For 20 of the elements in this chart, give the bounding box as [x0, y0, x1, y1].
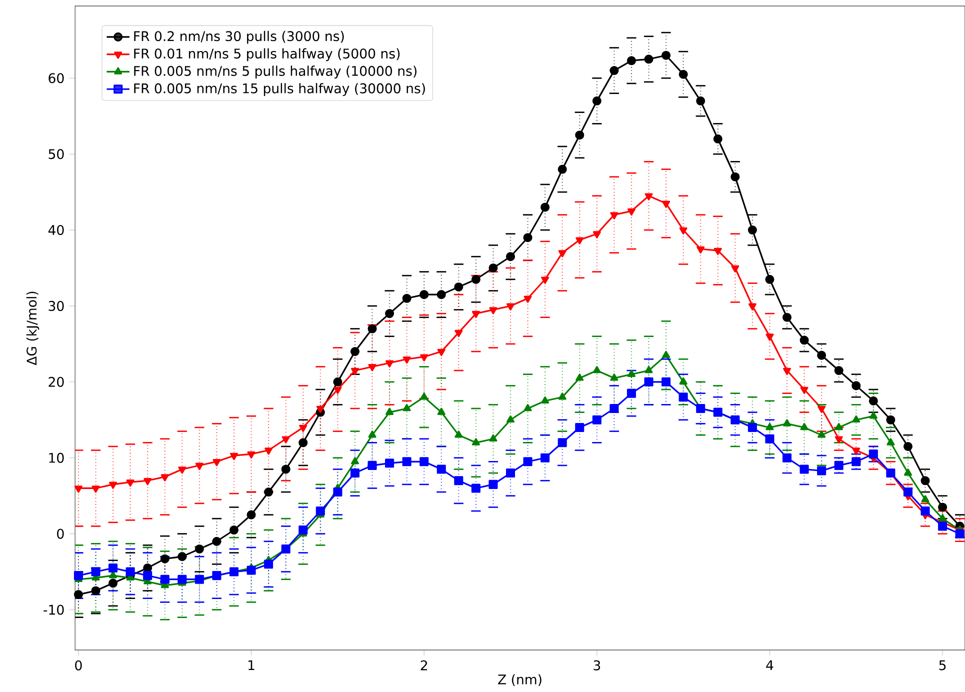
y-tick-label: -10: [44, 604, 64, 615]
legend-label: FR 0.01 nm/ns 5 pulls halfway (5000 ns): [134, 48, 400, 62]
legend-label: FR 0.005 nm/ns 5 pulls halfway (10000 ns): [134, 66, 416, 79]
y-tick-label: 40: [48, 224, 64, 236]
y-tick-label: 20: [48, 376, 64, 387]
x-axis-title: Z (nm): [498, 674, 542, 686]
x-tick-label: 3: [594, 660, 600, 670]
y-axis-title: ΔG (kJ/mol): [26, 292, 40, 366]
y-tick-label: 0: [57, 528, 64, 539]
x-tick-label: 1: [248, 660, 254, 670]
legend-label: FR 0.2 nm/ns 30 pulls (3000 ns): [134, 30, 344, 44]
y-tick-label: 30: [48, 300, 64, 311]
legend-label: FR 0.005 nm/ns 15 pulls halfway (30000 ns): [134, 83, 425, 96]
x-tick-label: 0: [75, 660, 82, 670]
x-tick-label: 5: [939, 660, 946, 670]
y-tick-label: 60: [48, 73, 64, 84]
x-tick-label: 2: [420, 660, 427, 670]
y-tick-label: 50: [48, 149, 64, 160]
y-tick-label: 10: [49, 452, 64, 463]
x-tick-label: 4: [766, 660, 774, 670]
